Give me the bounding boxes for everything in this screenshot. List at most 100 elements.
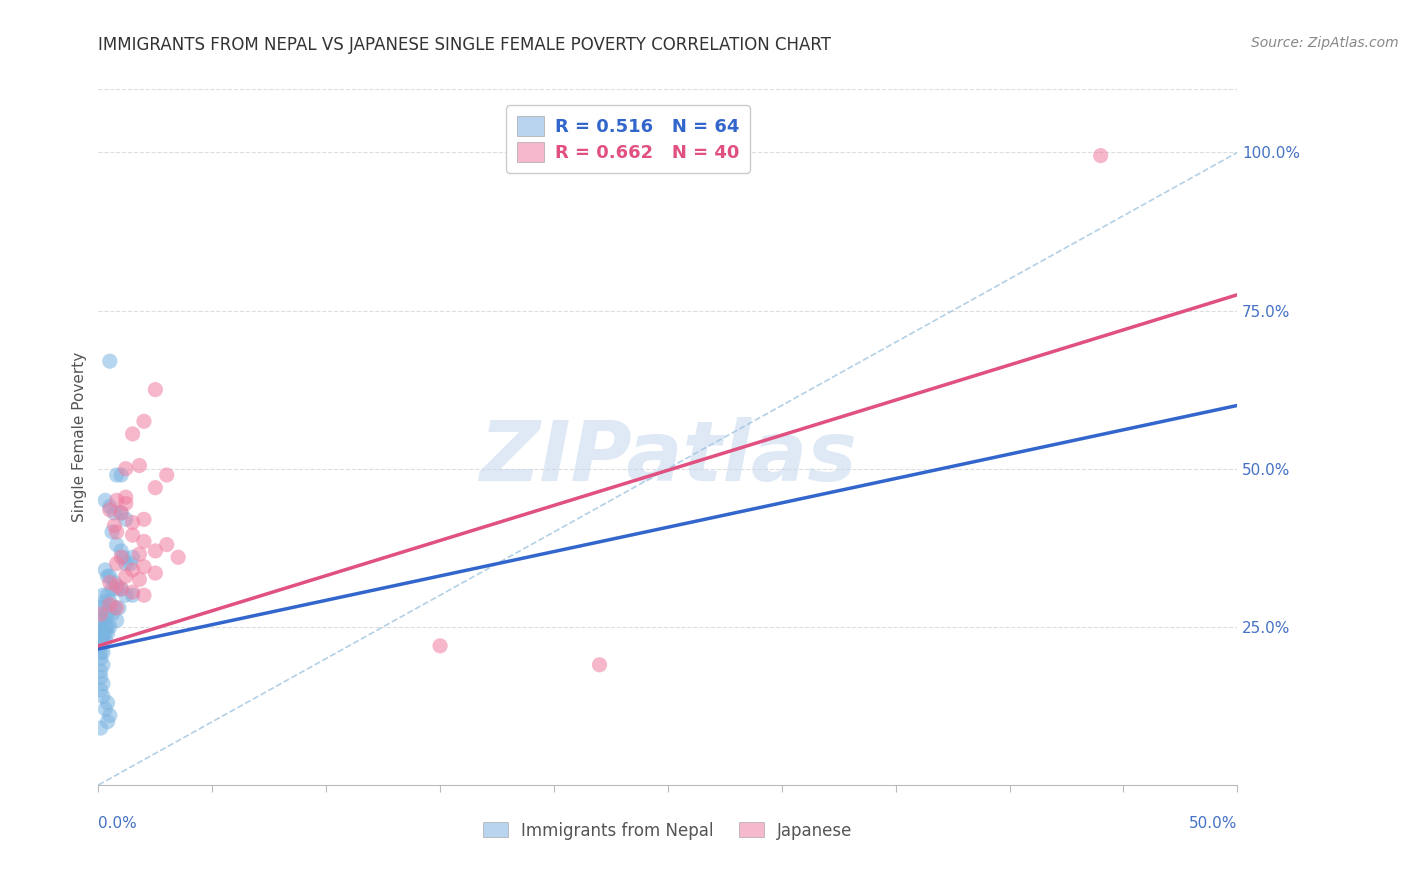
Point: [145, 544, 167, 558]
Point: [96, 588, 118, 602]
Point: [101, 607, 124, 622]
Point: [121, 588, 143, 602]
Point: [90, 651, 112, 665]
Point: [105, 600, 128, 615]
Point: [121, 426, 143, 441]
Point: [110, 582, 132, 596]
Point: [98, 575, 121, 590]
Text: 0.0%: 0.0%: [98, 816, 138, 831]
Point: [90, 664, 112, 678]
Point: [110, 550, 132, 565]
Point: [105, 538, 128, 552]
Point: [103, 600, 125, 615]
Point: [94, 626, 117, 640]
Point: [90, 645, 112, 659]
Point: [110, 544, 132, 558]
Point: [132, 588, 155, 602]
Point: [94, 632, 117, 647]
Point: [90, 626, 112, 640]
Point: [94, 607, 117, 622]
Point: [91, 690, 114, 704]
Point: [91, 588, 114, 602]
Point: [96, 696, 118, 710]
Point: [132, 414, 155, 428]
Point: [90, 620, 112, 634]
Point: [90, 721, 112, 735]
Point: [121, 585, 143, 599]
Point: [114, 490, 136, 504]
Point: [105, 493, 128, 508]
Point: [90, 670, 112, 684]
Point: [110, 468, 132, 483]
Point: [90, 600, 112, 615]
Point: [98, 620, 121, 634]
Point: [103, 518, 125, 533]
Point: [103, 506, 125, 520]
Point: [145, 566, 167, 580]
Point: [114, 512, 136, 526]
Point: [108, 600, 131, 615]
Point: [105, 579, 128, 593]
Point: [121, 563, 143, 577]
Point: [96, 569, 118, 583]
Point: [105, 614, 128, 628]
Point: [91, 626, 114, 640]
Point: [588, 657, 610, 672]
Point: [145, 383, 167, 397]
Point: [91, 614, 114, 628]
Point: [105, 582, 128, 596]
Point: [110, 506, 132, 520]
Point: [98, 569, 121, 583]
Point: [121, 516, 143, 530]
Point: [94, 702, 117, 716]
Text: IMMIGRANTS FROM NEPAL VS JAPANESE SINGLE FEMALE POVERTY CORRELATION CHART: IMMIGRANTS FROM NEPAL VS JAPANESE SINGLE…: [98, 36, 831, 54]
Point: [103, 575, 125, 590]
Point: [94, 563, 117, 577]
Point: [91, 657, 114, 672]
Point: [90, 614, 112, 628]
Point: [96, 620, 118, 634]
Point: [90, 639, 112, 653]
Text: ZIPatlas: ZIPatlas: [479, 417, 856, 499]
Point: [96, 626, 118, 640]
Point: [101, 524, 124, 539]
Point: [114, 588, 136, 602]
Point: [114, 557, 136, 571]
Legend: Immigrants from Nepal, Japanese: Immigrants from Nepal, Japanese: [477, 815, 859, 847]
Point: [156, 538, 179, 552]
Point: [167, 550, 190, 565]
Point: [91, 645, 114, 659]
Point: [128, 573, 150, 587]
Point: [128, 458, 150, 473]
Point: [98, 594, 121, 608]
Point: [114, 569, 136, 583]
Point: [1090, 148, 1112, 162]
Point: [132, 512, 155, 526]
Point: [132, 534, 155, 549]
Point: [105, 557, 128, 571]
Point: [98, 500, 121, 514]
Point: [91, 677, 114, 691]
Point: [98, 354, 121, 368]
Point: [120, 557, 142, 571]
Point: [91, 600, 114, 615]
Y-axis label: Single Female Poverty: Single Female Poverty: [72, 352, 87, 522]
Point: [96, 607, 118, 622]
Point: [110, 582, 132, 596]
Point: [105, 468, 128, 483]
Text: 50.0%: 50.0%: [1189, 816, 1237, 831]
Point: [114, 461, 136, 475]
Point: [128, 547, 150, 561]
Point: [112, 550, 135, 565]
Point: [98, 708, 121, 723]
Point: [110, 506, 132, 520]
Point: [94, 493, 117, 508]
Point: [98, 598, 121, 612]
Point: [98, 503, 121, 517]
Point: [156, 468, 179, 483]
Point: [114, 496, 136, 510]
Point: [145, 481, 167, 495]
Point: [121, 528, 143, 542]
Point: [90, 683, 112, 698]
Point: [105, 524, 128, 539]
